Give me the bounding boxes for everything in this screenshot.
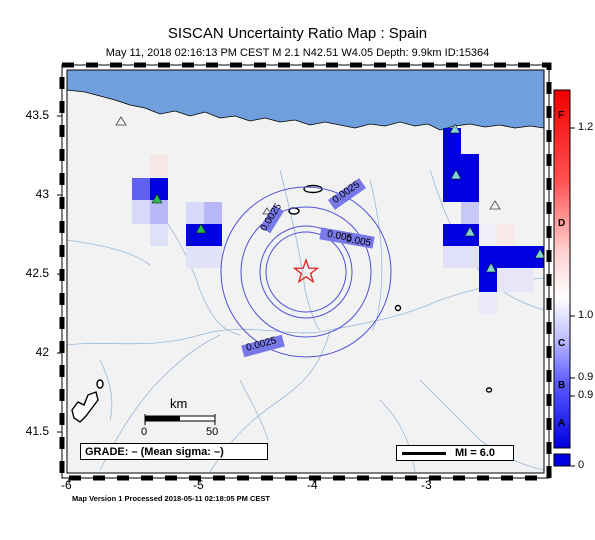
map-border: [66, 69, 545, 474]
scale-bar-end: 50: [206, 426, 219, 438]
scale-bar-start: 0: [141, 426, 148, 438]
map-title: SISCAN Uncertainty Ratio Map : Spain: [167, 25, 428, 42]
rivers: [67, 169, 544, 473]
grade-legend: GRADE: – (Mean sigma: –): [80, 443, 268, 460]
colorbar-tick: 1.0: [578, 309, 594, 321]
axis-ticks: [57, 115, 431, 483]
lat-label: 43: [35, 187, 49, 201]
lat-label: 41.5: [25, 424, 49, 438]
epicenter-star: [292, 258, 320, 284]
lon-label: -6: [61, 478, 72, 492]
contour-lines: [220, 186, 392, 358]
lat-label: 42.5: [25, 266, 49, 280]
lon-label: -3: [421, 478, 432, 492]
colorbar-grade: F: [558, 110, 565, 121]
islands: [71, 184, 493, 423]
scale-bar-title: km: [170, 396, 188, 411]
footer-processed: Map Version 1 Processed 2018-05-11 02:18…: [72, 494, 271, 503]
scale-bar: [144, 414, 216, 425]
mi-line-symbol: [402, 452, 446, 455]
colorbar-grade: B: [558, 380, 566, 391]
mi-legend-text: MI = 6.0: [455, 447, 496, 459]
colorbar-tick: 1.2: [578, 121, 594, 133]
map-frame-inner: [61, 64, 550, 479]
colorbar-grade: A: [558, 418, 566, 429]
lon-label: -4: [307, 478, 318, 492]
event-info: May 11, 2018 02:16:13 PM CEST M 2.1 N42.…: [105, 47, 490, 59]
colorbar-tick: 0.9: [578, 371, 594, 383]
colorbar-tick: 0: [578, 459, 585, 471]
stations: [115, 116, 544, 273]
colorbar: [553, 89, 575, 467]
lat-label: 43.5: [25, 108, 49, 122]
colorbar-grade: D: [558, 218, 566, 229]
lat-label: 42: [35, 345, 49, 359]
colorbar-tick: 0.9: [578, 389, 594, 401]
land: [67, 70, 544, 473]
mi-legend: MI = 6.0: [396, 445, 514, 461]
lon-label: -5: [193, 478, 204, 492]
uncertainty-cells: [132, 128, 544, 314]
colorbar-grade: C: [558, 338, 566, 349]
sea: [67, 70, 544, 131]
map-area: [67, 70, 544, 473]
contour-label-boxes: [241, 178, 375, 358]
